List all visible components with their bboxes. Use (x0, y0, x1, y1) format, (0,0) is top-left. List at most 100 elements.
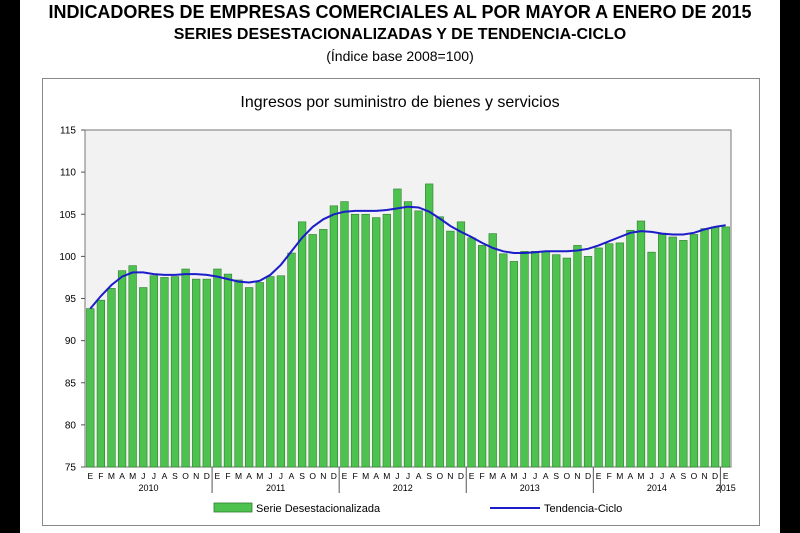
x-tick-label: M (510, 471, 517, 481)
bar (297, 221, 307, 468)
bar (276, 275, 286, 468)
bar (573, 245, 582, 468)
x-tick-label: A (119, 471, 125, 481)
chart-title: Ingresos por suministro de bienes y serv… (240, 94, 560, 111)
x-tick-label: O (309, 471, 316, 481)
x-tick-label: J (649, 471, 653, 481)
bar (467, 237, 476, 468)
bar (583, 256, 593, 468)
bar (170, 276, 180, 468)
bar (382, 213, 391, 468)
x-tick-label: J (141, 471, 145, 481)
bar (636, 220, 646, 468)
x-tick-label: N (574, 471, 580, 481)
x-tick-label: S (426, 471, 432, 481)
bar (552, 254, 561, 468)
bar (721, 226, 730, 468)
bar (594, 247, 603, 468)
bar (562, 257, 571, 468)
bar (181, 268, 190, 468)
index-note: (Índice base 2008=100) (326, 48, 474, 64)
bar (530, 251, 540, 468)
bar (425, 183, 434, 468)
x-tick-label: E (215, 471, 221, 481)
bar (615, 242, 624, 468)
bar (626, 229, 635, 468)
x-tick-label: O (182, 471, 189, 481)
bar (689, 234, 699, 468)
bar (96, 299, 105, 468)
bar (308, 234, 317, 468)
bar (499, 253, 508, 468)
bar (361, 213, 370, 468)
bar (435, 216, 444, 468)
y-tick-label: 90 (65, 336, 77, 347)
bar (192, 278, 201, 468)
x-tick-label: M (235, 471, 242, 481)
x-tick-label: D (712, 471, 718, 481)
x-tick-label: A (373, 471, 379, 481)
y-tick-label: 115 (60, 126, 76, 137)
bar (541, 251, 550, 468)
x-tick-label: J (268, 471, 272, 481)
x-tick-label: S (299, 471, 305, 481)
y-tick-label: 85 (65, 378, 77, 389)
bar (139, 287, 148, 468)
x-tick-label: J (152, 471, 156, 481)
x-tick-label: D (585, 471, 591, 481)
year-label: 2014 (647, 483, 667, 493)
legend-bar-label: Serie Desestacionalizada (256, 503, 381, 515)
year-label: 2013 (520, 483, 540, 493)
y-tick-label: 100 (59, 252, 76, 263)
bar (446, 230, 455, 468)
x-tick-label: A (162, 471, 168, 481)
x-tick-label: M (129, 471, 136, 481)
x-tick-label: J (395, 471, 399, 481)
bar (679, 240, 688, 468)
bar (149, 275, 158, 468)
x-tick-label: E (87, 471, 93, 481)
legend-bar-swatch (213, 502, 253, 513)
x-tick-label: F (352, 471, 357, 481)
x-tick-label: A (543, 471, 549, 481)
x-tick-label: O (564, 471, 571, 481)
x-tick-label: M (489, 471, 496, 481)
bar (647, 251, 656, 468)
x-tick-label: M (362, 471, 369, 481)
bar (414, 210, 423, 468)
year-label: 2010 (139, 483, 159, 493)
y-tick-label: 75 (65, 463, 77, 474)
bar (128, 265, 137, 468)
x-tick-label: O (691, 471, 698, 481)
main-title: INDICADORES DE EMPRESAS COMERCIALES AL P… (48, 2, 752, 22)
bar (478, 245, 487, 468)
x-tick-label: S (681, 471, 687, 481)
bar (520, 251, 529, 468)
x-tick-label: N (447, 471, 453, 481)
x-tick-label: D (458, 471, 464, 481)
x-tick-label: F (225, 471, 230, 481)
x-tick-label: J (522, 471, 526, 481)
x-tick-label: A (246, 471, 252, 481)
bar (117, 270, 127, 468)
bar (213, 268, 222, 468)
x-tick-label: M (383, 471, 390, 481)
x-tick-label: A (628, 471, 634, 481)
bar (287, 252, 296, 468)
bar (86, 308, 95, 468)
x-tick-label: N (193, 471, 199, 481)
x-tick-label: E (469, 471, 475, 481)
x-tick-label: F (480, 471, 485, 481)
bar (372, 217, 381, 468)
bar (234, 279, 243, 468)
x-tick-label: A (416, 471, 422, 481)
bar (350, 213, 360, 468)
x-tick-label: E (596, 471, 602, 481)
bar (488, 233, 497, 468)
bar (340, 201, 349, 468)
subtitle: SERIES DESESTACIONALIZADAS Y DE TENDENCI… (173, 26, 627, 43)
x-tick-label: N (701, 471, 707, 481)
x-tick-label: M (256, 471, 263, 481)
x-tick-label: J (279, 471, 283, 481)
x-tick-label: J (660, 471, 664, 481)
